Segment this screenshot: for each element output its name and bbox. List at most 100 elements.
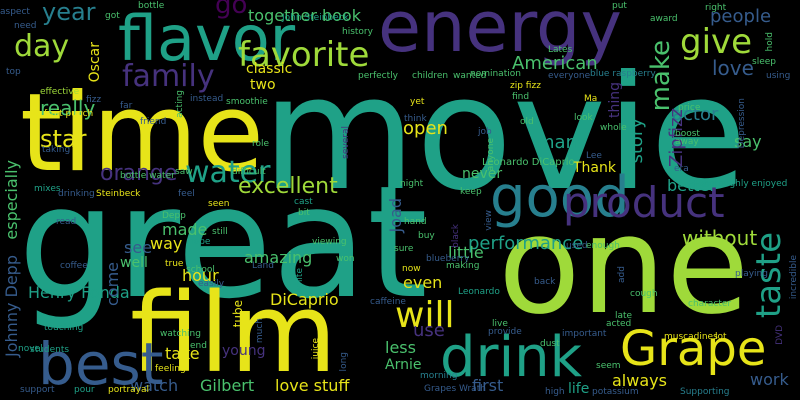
word: seen <box>208 199 230 209</box>
word: read <box>56 217 77 227</box>
word: end <box>190 341 207 351</box>
word: viewing <box>312 237 347 247</box>
word: late <box>615 311 633 321</box>
word: perfectly <box>358 71 398 81</box>
word: feel <box>178 189 195 199</box>
word: water <box>185 155 271 190</box>
word: caffeine <box>370 297 406 307</box>
word: making <box>446 261 480 271</box>
word: cough <box>630 289 658 299</box>
word: look <box>574 113 593 123</box>
word: touching <box>44 323 84 333</box>
word: Ma <box>584 94 598 104</box>
word: time <box>20 71 265 196</box>
word: got <box>105 11 120 21</box>
word: two <box>250 77 276 93</box>
word: people <box>710 6 772 27</box>
word: find <box>512 92 530 102</box>
word: John Steinbeck <box>282 13 349 23</box>
word: energy <box>378 0 622 68</box>
word: smoothie <box>226 97 268 107</box>
word: portrayal <box>108 385 150 395</box>
word: DiCaprio <box>270 290 339 309</box>
word: anyone <box>486 138 496 172</box>
word: juice <box>311 338 321 360</box>
word: less <box>385 338 416 357</box>
word: yet <box>410 97 425 107</box>
word: dust <box>540 339 560 349</box>
word: school <box>186 265 215 275</box>
word: family <box>122 59 215 94</box>
word: difficult <box>232 167 266 177</box>
word: Lee <box>586 151 602 161</box>
word: really <box>40 96 96 120</box>
word: Depression <box>737 98 747 149</box>
word: keep <box>460 187 482 197</box>
word: children <box>412 71 449 81</box>
word: easily <box>198 279 225 289</box>
word: good <box>490 165 630 230</box>
word: star <box>40 125 87 153</box>
word: high <box>545 387 565 397</box>
word: aspect <box>0 7 30 17</box>
word: say <box>734 132 762 151</box>
word: Gilbert <box>200 376 255 395</box>
word: go <box>215 0 248 20</box>
word: tube <box>231 300 245 328</box>
word: buy <box>418 231 435 241</box>
word: sleep <box>752 57 776 67</box>
word: effective <box>40 87 80 97</box>
word: flavor <box>118 2 296 75</box>
word: together book <box>248 6 361 25</box>
word: character <box>688 299 732 309</box>
word: potassium <box>592 387 639 397</box>
word: live <box>492 319 508 329</box>
word: hand <box>404 217 427 227</box>
word: especially <box>2 160 21 240</box>
word: better <box>667 176 716 195</box>
word: fizz <box>86 95 102 105</box>
word: American <box>512 53 598 74</box>
word: great <box>18 152 428 333</box>
word: take <box>165 344 200 363</box>
word: far <box>120 101 133 111</box>
word: whole <box>600 123 627 133</box>
word: sure <box>394 244 414 254</box>
word: boost <box>675 129 700 139</box>
word: favorite <box>238 35 370 75</box>
word: black <box>451 224 461 248</box>
word: everyone <box>548 71 591 81</box>
word: back <box>534 277 556 287</box>
word: right <box>705 3 727 13</box>
word: support <box>20 385 55 395</box>
word: drink <box>440 325 583 390</box>
word: one <box>498 187 750 344</box>
word: need <box>14 21 37 31</box>
word: away <box>675 137 699 147</box>
word: seem <box>596 361 621 371</box>
word: Supporting <box>680 387 730 397</box>
word: thoroughly enjoyed <box>700 179 788 189</box>
word: lot <box>715 332 727 342</box>
word: white <box>295 268 305 293</box>
word: open <box>403 118 448 139</box>
word: Joad <box>386 198 405 233</box>
word: acting <box>175 90 185 118</box>
word: come <box>103 262 122 307</box>
word: day <box>14 29 70 64</box>
word: hour <box>182 266 219 285</box>
word: taking <box>42 145 71 155</box>
word: many <box>537 132 588 153</box>
word: best <box>38 330 164 398</box>
word: excellent <box>238 174 338 199</box>
word: amazing <box>244 248 313 267</box>
word: classic <box>246 61 293 77</box>
word: watching <box>160 329 201 339</box>
word: friend <box>140 117 167 127</box>
word: love <box>712 56 754 80</box>
word: wanted <box>453 71 487 81</box>
word: incredible <box>789 255 799 300</box>
word: now <box>402 264 421 274</box>
word: history <box>342 27 373 37</box>
word: hope <box>188 237 211 247</box>
